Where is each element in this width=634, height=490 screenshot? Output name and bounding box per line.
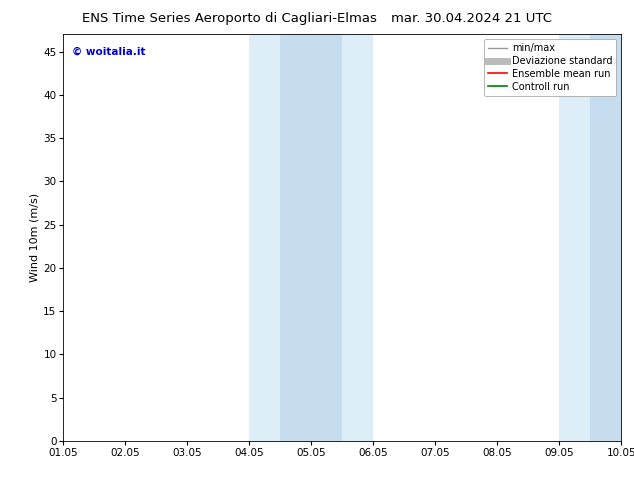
Bar <box>559 34 590 441</box>
Text: ENS Time Series Aeroporto di Cagliari-Elmas: ENS Time Series Aeroporto di Cagliari-El… <box>82 12 377 25</box>
Bar <box>311 34 342 441</box>
Bar <box>280 34 311 441</box>
Bar <box>342 34 373 441</box>
Bar <box>249 34 280 441</box>
Y-axis label: Wind 10m (m/s): Wind 10m (m/s) <box>29 193 39 282</box>
Bar <box>590 34 621 441</box>
Legend: min/max, Deviazione standard, Ensemble mean run, Controll run: min/max, Deviazione standard, Ensemble m… <box>484 39 616 96</box>
Text: © woitalia.it: © woitalia.it <box>72 47 145 56</box>
Text: mar. 30.04.2024 21 UTC: mar. 30.04.2024 21 UTC <box>391 12 552 25</box>
